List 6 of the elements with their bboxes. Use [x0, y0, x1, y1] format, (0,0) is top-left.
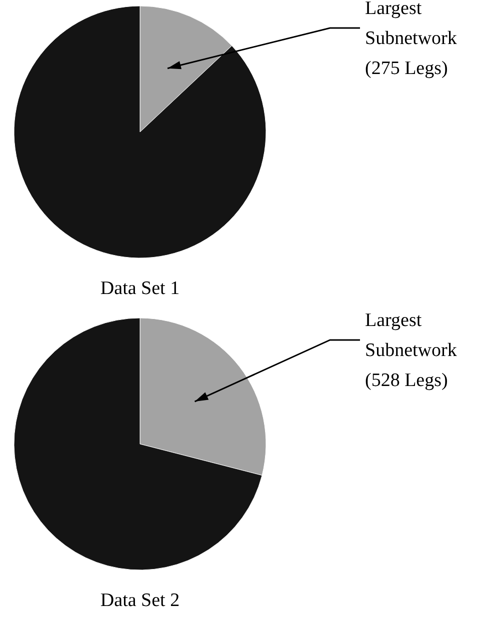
text: Data Set 1	[100, 278, 180, 299]
pie-slice	[14, 318, 262, 570]
slice-label: Largest Subnetwork (275 Legs)	[365, 0, 458, 79]
slice-label: Largest Subnetwork (528 Legs)	[365, 310, 458, 391]
pie-slice	[14, 6, 266, 258]
text: Data Set 2	[100, 590, 180, 611]
